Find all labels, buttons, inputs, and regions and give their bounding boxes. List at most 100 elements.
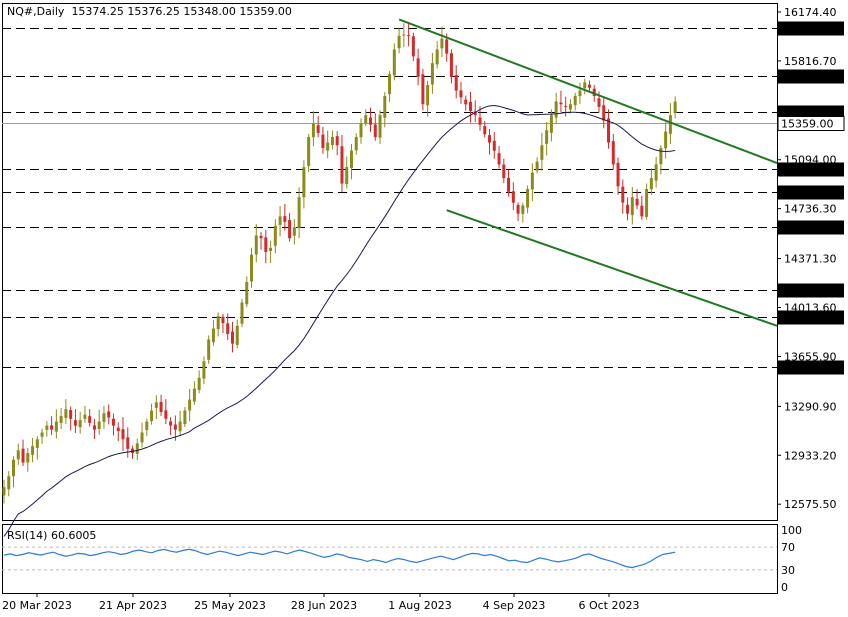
- candle-body: [530, 172, 534, 190]
- candle-body: [64, 409, 68, 418]
- candle-body: [21, 448, 25, 463]
- candle-body: [497, 153, 501, 165]
- symbol-label: NQ#,Daily: [7, 5, 65, 18]
- candle-body: [245, 282, 249, 305]
- candle-body: [12, 459, 16, 477]
- candle-body: [426, 85, 430, 106]
- candle-body: [102, 413, 106, 422]
- candle-body: [587, 84, 591, 88]
- candle-body: [54, 421, 58, 432]
- y-tick-label: 12933.20: [784, 449, 837, 462]
- candle-body: [121, 429, 125, 440]
- candle-body: [211, 328, 215, 343]
- candle-body: [88, 416, 92, 423]
- current-price-label: 15359.00: [781, 118, 834, 131]
- y-tick-label: 14371.30: [784, 253, 837, 266]
- x-tick-label: 28 Jun 2023: [291, 599, 357, 612]
- x-tick-label: 21 Apr 2023: [99, 599, 167, 612]
- candle-body: [173, 424, 177, 430]
- candle-body: [345, 167, 349, 185]
- candle-body: [50, 425, 54, 430]
- candle-body: [445, 39, 449, 54]
- candle-body: [464, 99, 468, 105]
- candle-body: [226, 323, 230, 334]
- candle-body: [45, 425, 49, 430]
- candle-body: [359, 123, 363, 138]
- candle-body: [311, 123, 315, 138]
- candle-body: [349, 150, 353, 168]
- candle-body: [440, 38, 444, 49]
- candle-body: [511, 191, 515, 203]
- candle-body: [621, 186, 625, 203]
- candle-body: [73, 420, 77, 426]
- candle-body: [283, 216, 287, 222]
- candle-body: [668, 115, 672, 134]
- candle-body: [31, 446, 35, 455]
- candle-body: [397, 35, 401, 49]
- candle-body: [202, 361, 206, 379]
- level-tag: [778, 69, 844, 84]
- level-tag-label: 14856.52: [781, 187, 834, 200]
- level-tag: [778, 21, 844, 36]
- candle-body: [549, 115, 553, 133]
- level-tag: [778, 360, 844, 375]
- rsi-tick-label: 0: [781, 581, 788, 594]
- candle-body: [383, 96, 387, 118]
- candle-body: [135, 443, 139, 454]
- candle-body: [573, 96, 577, 106]
- candle-body: [473, 111, 477, 116]
- level-tag: [778, 310, 844, 325]
- candle-body: [235, 325, 239, 345]
- candle-body: [316, 125, 320, 133]
- candle-body: [392, 49, 396, 76]
- candle-body: [83, 414, 87, 419]
- candle-body: [321, 134, 325, 148]
- level-tag-label: 14605.00: [781, 222, 834, 235]
- candle-body: [645, 189, 649, 217]
- candle-body: [516, 204, 520, 214]
- candle-body: [197, 377, 201, 390]
- candle-body: [7, 476, 11, 490]
- candle-body: [592, 88, 596, 97]
- level-tag: [778, 220, 844, 235]
- candle-body: [407, 35, 411, 37]
- rsi-tick-label: 70: [781, 541, 795, 554]
- level-tag: [778, 283, 844, 298]
- ohlc-label: 15374.25 15376.25 15348.00 15359.00: [71, 5, 292, 18]
- candle-body: [388, 74, 392, 95]
- candle-body: [178, 421, 182, 432]
- candle-body: [564, 106, 568, 108]
- level-tag: [778, 185, 844, 200]
- x-tick-label: 25 May 2023: [194, 599, 266, 612]
- y-tick-label: 16174.40: [784, 6, 837, 19]
- candle-body: [435, 49, 439, 65]
- candle-body: [145, 421, 149, 430]
- candle-body: [126, 437, 130, 449]
- y-tick-label: 13290.90: [784, 400, 837, 413]
- candle-body: [35, 439, 39, 448]
- candle-body: [635, 198, 639, 206]
- candle-body: [483, 126, 487, 135]
- candle-body: [192, 388, 196, 402]
- candle-body: [630, 197, 634, 216]
- candle-body: [107, 411, 111, 418]
- x-tick-label: 6 Oct 2023: [578, 599, 639, 612]
- candle-body: [78, 420, 82, 428]
- candle-body: [164, 410, 168, 419]
- candle-body: [111, 418, 115, 426]
- candle-body: [154, 402, 158, 408]
- level-tag-label: 13945.00: [781, 312, 834, 325]
- candle-body: [340, 146, 344, 184]
- candle-body: [269, 247, 273, 251]
- trendline: [398, 18, 778, 164]
- candle-body: [468, 101, 472, 112]
- candle-body: [673, 101, 677, 113]
- candle-body: [545, 130, 549, 144]
- y-tick-label: 12575.50: [784, 498, 837, 511]
- candle-body: [26, 452, 30, 463]
- candles: [2, 23, 677, 504]
- rsi-line: [3, 548, 676, 569]
- candle-body: [602, 105, 606, 121]
- candle-body: [402, 34, 406, 36]
